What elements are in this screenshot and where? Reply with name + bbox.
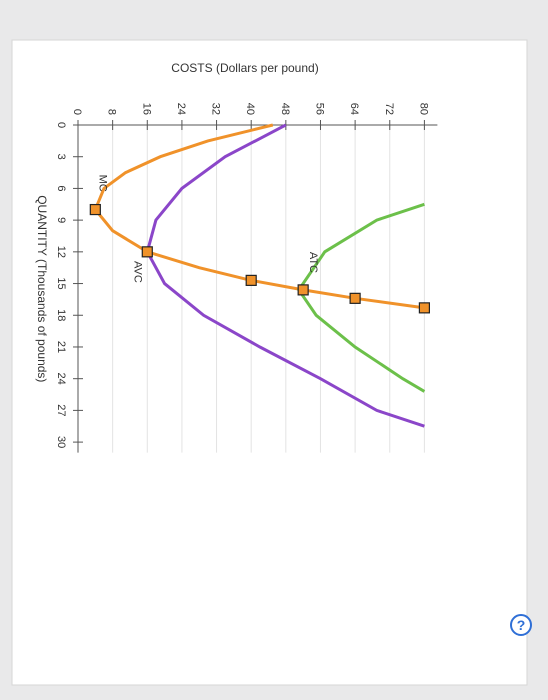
point-marker bbox=[418, 302, 430, 314]
curve-label: ATC bbox=[307, 252, 319, 273]
point-marker bbox=[245, 274, 257, 286]
y-tick-label: 64 bbox=[348, 103, 360, 115]
help-button[interactable]: ? bbox=[510, 614, 532, 636]
curve-label: AVC bbox=[131, 261, 143, 283]
x-tick-label: 27 bbox=[55, 404, 67, 416]
x-tick-label: 0 bbox=[55, 122, 67, 128]
x-axis-title: QUANTITY (Thousands of pounds) bbox=[35, 195, 49, 382]
y-tick-label: 0 bbox=[71, 109, 83, 115]
x-tick-label: 9 bbox=[55, 217, 67, 223]
x-tick-label: 15 bbox=[55, 277, 67, 289]
help-circle[interactable] bbox=[510, 614, 532, 636]
card bbox=[11, 39, 528, 686]
point-marker bbox=[297, 284, 309, 296]
y-tick-label: 16 bbox=[140, 103, 152, 115]
y-tick-label: 48 bbox=[279, 103, 291, 115]
x-tick-label: 6 bbox=[55, 185, 67, 191]
help-text[interactable]: ? bbox=[517, 617, 526, 633]
point-marker bbox=[141, 246, 153, 258]
x-tick-label: 21 bbox=[55, 341, 67, 353]
y-tick-label: 40 bbox=[244, 103, 256, 115]
x-tick-label: 3 bbox=[55, 154, 67, 160]
y-tick-label: 24 bbox=[175, 103, 187, 115]
y-tick-label: 56 bbox=[313, 103, 325, 115]
point-marker bbox=[349, 292, 361, 304]
plot: 0 8 16 24 32 40 48 56 64 72 80 0 3 6 9 12 15 18 21 24 27 30 QU… bbox=[35, 103, 438, 453]
y-tick-label: 80 bbox=[417, 103, 429, 115]
x-tick-label: 18 bbox=[55, 309, 67, 321]
x-tick-label: 24 bbox=[55, 373, 67, 385]
curve bbox=[145, 123, 425, 428]
x-tick-label: 12 bbox=[55, 246, 67, 258]
x-tick-label: 30 bbox=[55, 436, 67, 448]
y-tick-label: 32 bbox=[210, 103, 222, 115]
y-axis-title: COSTS (Dollars per pound) bbox=[171, 61, 318, 75]
y-tick-label: 8 bbox=[106, 109, 118, 115]
y-tick-label: 72 bbox=[383, 103, 395, 115]
point-marker bbox=[89, 203, 101, 216]
curve bbox=[296, 202, 426, 393]
curve-label: MC bbox=[97, 175, 109, 192]
